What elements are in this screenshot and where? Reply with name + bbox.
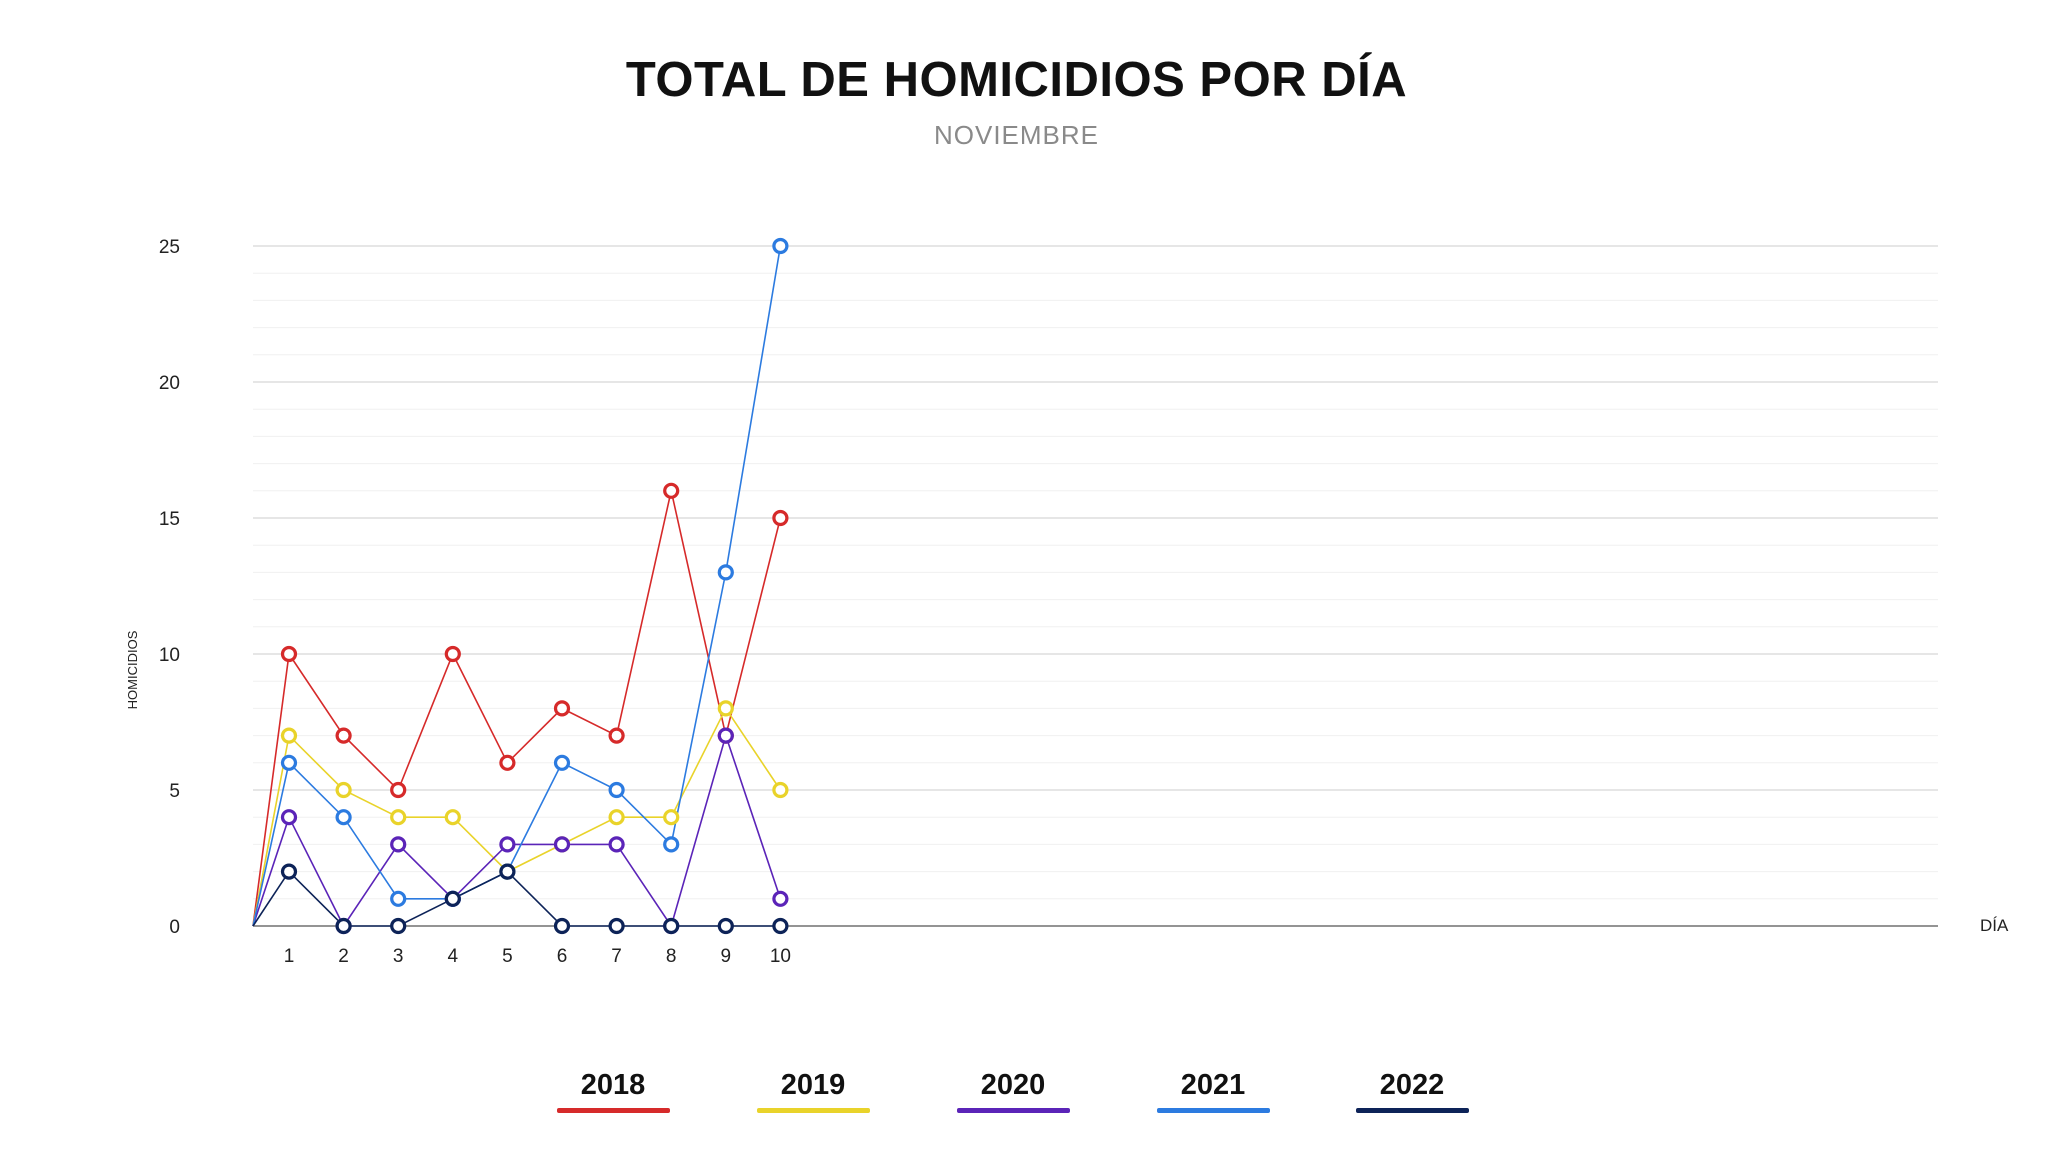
x-tick-label: 10 [770,946,791,967]
data-point-2022 [772,917,789,935]
x-tick-label: 2 [338,946,349,967]
data-point-2021 [335,809,352,826]
data-point-2018 [280,645,298,663]
legend-swatch [556,1108,670,1113]
data-point-2022 [444,890,461,907]
chart-subtitle: NOVIEMBRE [933,120,1100,150]
data-point-2022 [335,917,352,935]
legend-item-2020: 2020 [955,1068,1071,1118]
y-tick-label: 10 [159,645,180,666]
data-point-2021 [663,836,680,853]
data-point-2022 [663,917,680,935]
data-point-2019 [772,781,789,799]
legend-swatch [956,1108,1070,1113]
data-point-2021 [553,754,571,771]
data-point-2020 [608,836,625,853]
data-point-2020 [553,836,571,853]
data-point-2022 [608,917,625,935]
x-tick-label: 5 [502,946,513,967]
y-tick-label: 0 [169,917,180,938]
x-tick-label: 6 [557,946,568,967]
data-point-2019 [335,781,352,799]
data-point-2018 [390,781,407,799]
legend-item-2022: 2022 [1354,1068,1470,1118]
data-point-2022 [280,863,298,880]
data-point-2018 [444,645,461,663]
series-line-2021 [252,245,782,927]
data-point-2022 [553,917,571,935]
legend-label: 2021 [1180,1069,1246,1101]
data-point-2019 [444,809,461,826]
x-tick-label: 8 [666,946,677,967]
data-point-2021 [280,754,298,771]
legend-label: 2022 [1379,1069,1445,1101]
x-tick-label: 3 [393,946,404,967]
data-point-2021 [390,890,407,907]
data-point-2019 [608,809,625,826]
data-point-2018 [608,727,625,744]
data-point-2019 [280,727,298,744]
data-point-2020 [390,836,407,853]
x-tick-label: 1 [284,946,295,967]
legend-item-2019: 2019 [755,1068,871,1118]
x-tick-label: 4 [448,946,459,967]
legend-item-2018: 2018 [555,1068,671,1118]
x-axis-label: DÍA [1980,916,2009,935]
x-tick-label: 9 [721,946,732,967]
data-point-2022 [717,917,734,935]
y-tick-label: 5 [169,781,180,802]
data-point-2019 [663,809,680,826]
data-point-2019 [717,700,734,717]
data-point-2021 [717,564,734,581]
y-tick-label: 20 [159,373,180,394]
legend-item-2021: 2021 [1155,1068,1271,1118]
data-point-2020 [499,836,516,853]
data-point-2020 [280,809,298,826]
legend-swatch [756,1108,870,1113]
legend-swatch [1355,1108,1469,1113]
data-point-2020 [772,890,789,907]
data-point-2022 [499,863,516,880]
data-point-2021 [772,237,789,255]
legend-label: 2018 [580,1069,646,1101]
data-point-2018 [772,509,789,527]
data-point-2019 [390,809,407,826]
legend-swatch [1156,1108,1270,1113]
series-line-2020 [252,732,782,928]
data-point-2018 [335,727,352,744]
data-point-2018 [553,700,571,717]
x-tick-label: 7 [611,946,622,967]
data-point-2018 [663,482,680,499]
data-point-2022 [390,917,407,935]
legend-label: 2020 [980,1069,1046,1101]
y-axis-label: HOMICIDIOS [125,630,140,709]
y-tick-label: 25 [159,237,180,258]
data-point-2018 [499,754,516,771]
y-tick-label: 15 [159,509,180,530]
legend-label: 2019 [780,1069,846,1101]
data-point-2021 [608,781,625,799]
chart-title: TOTAL DE HOMICIDIOS POR DÍA [625,53,1408,107]
data-point-2020 [717,727,734,744]
